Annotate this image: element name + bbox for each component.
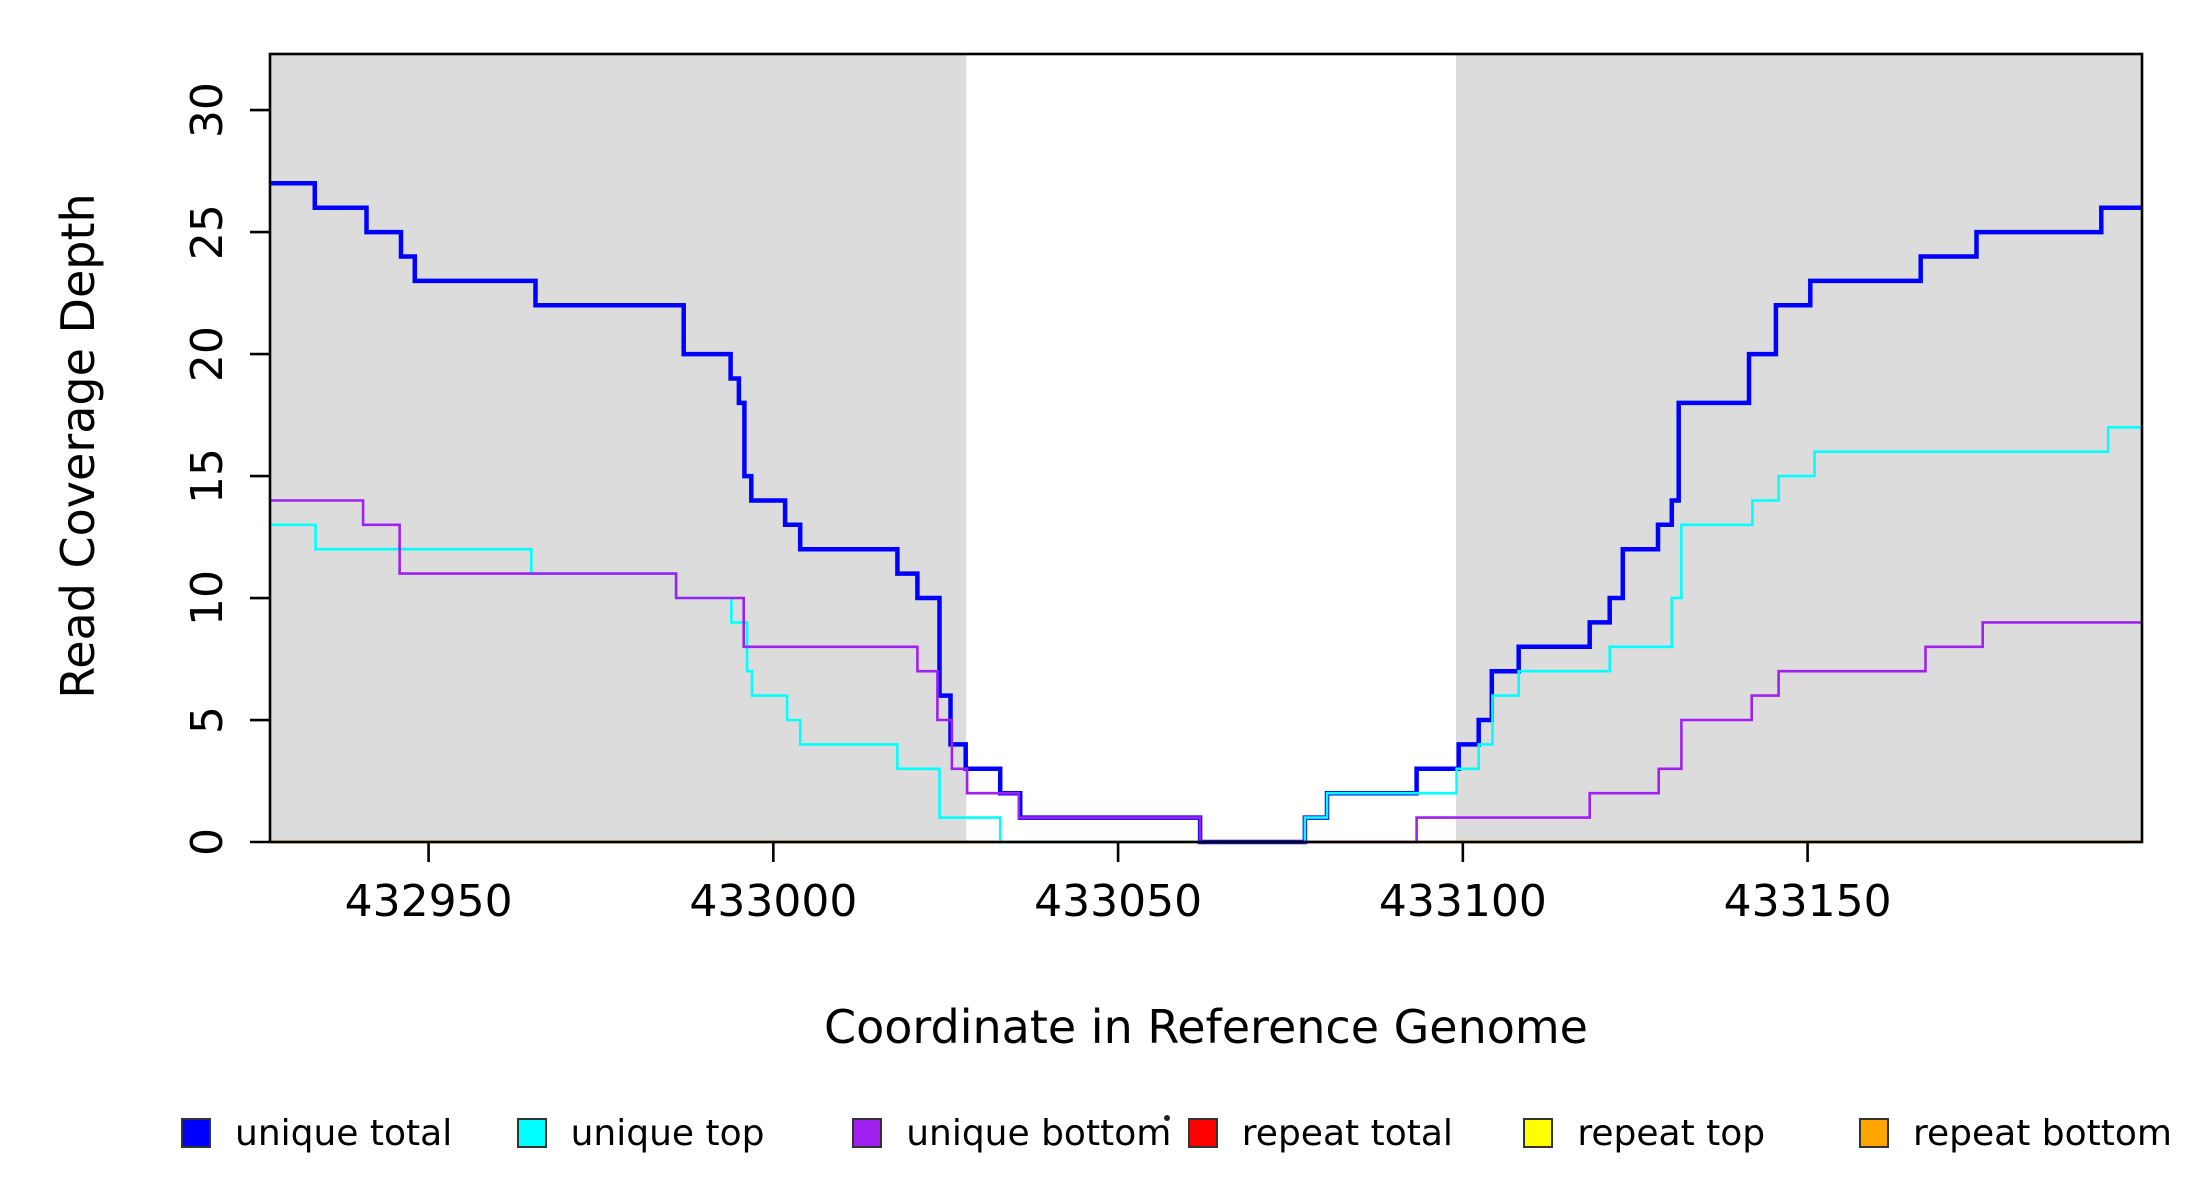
legend-label: unique total [235, 1112, 453, 1154]
legend-item-unique-total: unique total [181, 1100, 452, 1166]
legend-swatch [852, 1118, 883, 1148]
legend-swatch [181, 1118, 211, 1148]
series-line-unique-bottom [270, 499, 2142, 844]
legend-swatch [1523, 1118, 1554, 1148]
x-tick-label: 432950 [345, 876, 513, 927]
legend-item-unique-top: unique top [516, 1100, 765, 1166]
x-tick-label: 433050 [1034, 876, 1202, 927]
series-line-unique-top [270, 426, 2142, 844]
legend-swatch [516, 1118, 547, 1148]
x-tick-label: 433150 [1724, 876, 1892, 927]
legend-swatch [1859, 1118, 1889, 1148]
plot-border [268, 52, 2144, 844]
legend-label: repeat bottom [1913, 1112, 2172, 1154]
legend: unique total unique top unique bottom repea… [0, 1100, 2200, 1166]
legend-item-repeat-top: repeat top [1523, 1100, 1765, 1166]
x-tick-label: 433000 [689, 876, 857, 927]
x-tick-label: 433100 [1379, 876, 1547, 927]
y-tick-label: 20 [182, 326, 233, 382]
legend-item-unique-bottom: unique bottom [852, 1100, 1171, 1166]
stray-dot [1164, 1115, 1170, 1121]
y-tick-label: 15 [182, 448, 233, 504]
shaded-region [270, 54, 967, 842]
y-tick-label: 0 [182, 828, 233, 856]
y-tick-label: 5 [182, 706, 233, 734]
legend-label: repeat top [1577, 1112, 1766, 1154]
y-axis-title: Read Coverage Depth [51, 193, 105, 699]
legend-label: unique top [570, 1112, 765, 1154]
legend-item-repeat-bottom: repeat bottom [1859, 1100, 2172, 1166]
x-axis-title: Coordinate in Reference Genome [824, 1000, 1588, 1054]
y-tick-label: 30 [182, 82, 233, 138]
legend-swatch [1187, 1118, 1218, 1148]
legend-label: unique bottom [906, 1112, 1172, 1154]
legend-item-repeat-total: repeat total [1187, 1100, 1453, 1166]
shaded-region [1455, 54, 2142, 842]
legend-label: repeat total [1241, 1112, 1453, 1154]
y-tick-label: 25 [182, 204, 233, 260]
y-tick-label: 10 [182, 570, 233, 626]
